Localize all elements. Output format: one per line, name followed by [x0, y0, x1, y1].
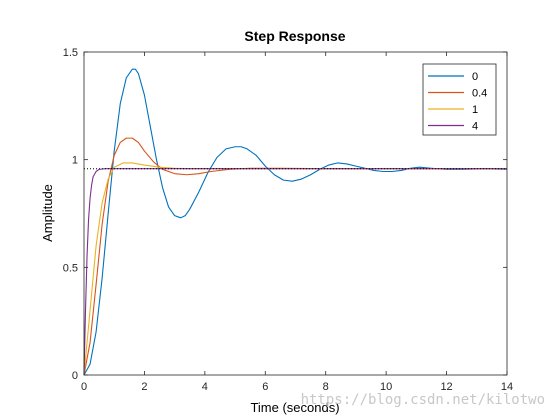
- x-tick-label: 12: [440, 381, 452, 393]
- legend-entries: 0 0.4 1 4: [428, 71, 487, 133]
- x-tick-label: 2: [141, 381, 147, 393]
- watermark: https://blog.csdn.net/kilotwo: [301, 392, 545, 408]
- y-tick-label: 0.5: [63, 262, 78, 274]
- x-tick-label: 6: [262, 381, 268, 393]
- legend-label-3: 4: [472, 121, 478, 133]
- chart-title: Step Response: [244, 28, 345, 44]
- legend-box: [422, 63, 497, 136]
- x-tick-label: 4: [202, 381, 208, 393]
- plot-area-frame: [83, 51, 508, 376]
- y-tick-label: 1: [72, 155, 78, 167]
- legend[interactable]: 0 0.4 1 4: [422, 63, 497, 136]
- legend-label-1: 0.4: [472, 88, 487, 100]
- x-tick-label: 10: [380, 381, 392, 393]
- y-axis-ticks: 0 0.5 1 1.5: [63, 47, 507, 382]
- x-tick-label: 0: [81, 381, 87, 393]
- x-tick-label: 8: [323, 381, 329, 393]
- y-tick-label: 0: [72, 370, 78, 382]
- series-line-0: [83, 68, 508, 376]
- legend-label-0: 0: [472, 71, 478, 83]
- y-tick-label: 1.5: [63, 47, 78, 59]
- legend-label-2: 1: [472, 104, 478, 116]
- x-tick-label: 14: [501, 381, 513, 393]
- y-axis-label: Amplitude: [40, 184, 55, 242]
- x-axis-ticks: 0 2 4 6 8 10 12 14: [81, 52, 513, 393]
- x-axis-label: Time (seconds): [250, 400, 339, 415]
